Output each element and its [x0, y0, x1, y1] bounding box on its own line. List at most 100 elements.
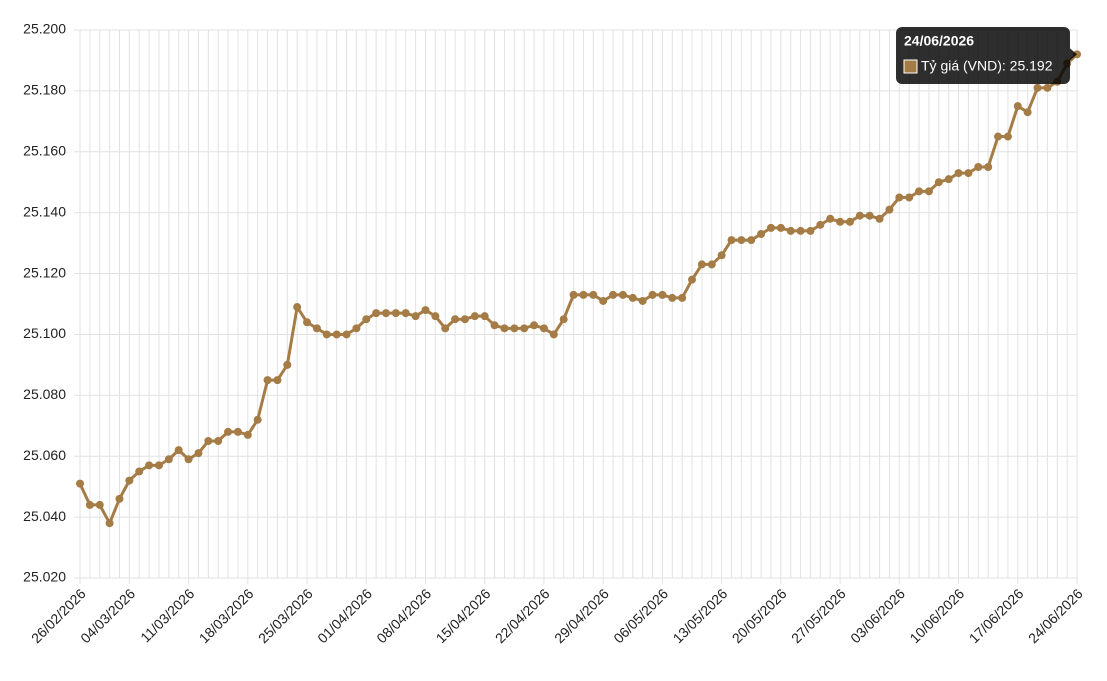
- data-point: [796, 226, 805, 235]
- data-point: [352, 324, 361, 333]
- data-point: [164, 455, 173, 464]
- data-point: [125, 476, 134, 485]
- data-point: [559, 315, 568, 324]
- data-point: [174, 446, 183, 455]
- data-point: [569, 290, 578, 299]
- data-point: [520, 324, 529, 333]
- data-point: [845, 217, 854, 226]
- data-point: [1023, 108, 1032, 117]
- x-tick-label: 17/06/2026: [966, 585, 1027, 646]
- x-tick-label: 25/03/2026: [255, 585, 316, 646]
- x-tick-label: 06/05/2026: [610, 585, 671, 646]
- data-point: [638, 296, 647, 305]
- data-point: [1033, 83, 1042, 92]
- data-point: [233, 427, 242, 436]
- data-point: [776, 223, 785, 232]
- data-point: [934, 178, 943, 187]
- data-point: [648, 290, 657, 299]
- data-point: [154, 461, 163, 470]
- data-point: [816, 220, 825, 229]
- data-point: [786, 226, 795, 235]
- data-point: [954, 169, 963, 178]
- data-point: [372, 309, 381, 318]
- y-tick-label: 25.020: [23, 569, 66, 585]
- data-point: [263, 376, 272, 385]
- tooltip-title: 24/06/2026: [904, 33, 974, 49]
- data-point: [806, 226, 815, 235]
- data-point: [599, 296, 608, 305]
- data-point: [421, 306, 430, 315]
- x-tick-label: 22/04/2026: [492, 585, 553, 646]
- data-point: [539, 324, 548, 333]
- data-point: [697, 260, 706, 269]
- y-tick-label: 25.180: [23, 82, 66, 98]
- data-point: [362, 315, 371, 324]
- data-point: [105, 519, 114, 528]
- series-line: [78, 53, 1079, 525]
- data-point: [382, 309, 391, 318]
- data-point: [490, 321, 499, 330]
- data-point: [312, 324, 321, 333]
- data-point: [905, 193, 914, 202]
- data-point: [668, 293, 677, 302]
- data-point: [510, 324, 519, 333]
- data-point: [214, 437, 223, 445]
- data-point: [994, 132, 1003, 141]
- data-point: [470, 312, 479, 321]
- data-point: [224, 427, 233, 436]
- data-point: [283, 360, 292, 369]
- data-point: [460, 315, 469, 324]
- data-point: [1013, 102, 1022, 111]
- data-point: [717, 251, 726, 260]
- x-tick-label: 29/04/2026: [551, 585, 612, 646]
- y-tick-label: 25.160: [23, 142, 66, 158]
- data-point: [253, 415, 262, 424]
- data-point: [865, 211, 874, 220]
- data-point: [915, 187, 924, 196]
- data-point: [194, 449, 203, 458]
- data-point: [1043, 83, 1052, 92]
- data-point: [85, 500, 94, 509]
- x-tick-label: 13/05/2026: [670, 585, 731, 646]
- data-point: [549, 330, 558, 339]
- data-point: [628, 293, 637, 302]
- data-point: [243, 430, 252, 439]
- tooltip: 24/06/2026 Tỷ giá (VND): 25.192: [896, 27, 1077, 84]
- data-point: [431, 312, 440, 321]
- y-tick-label: 25.140: [23, 203, 66, 219]
- x-tick-label: 08/04/2026: [373, 585, 434, 646]
- x-tick-label: 10/06/2026: [906, 585, 967, 646]
- data-point: [1003, 132, 1012, 141]
- data-point: [76, 479, 84, 488]
- tooltip-box: [896, 27, 1070, 84]
- data-point: [826, 214, 835, 223]
- data-point: [530, 321, 539, 330]
- tooltip-label: Tỷ giá (VND): 25.192: [921, 58, 1053, 74]
- y-tick-label: 25.080: [23, 386, 66, 402]
- data-point: [184, 455, 193, 464]
- x-tick-label: 03/06/2026: [847, 585, 908, 646]
- data-point: [401, 309, 410, 318]
- x-tick-label: 24/06/2026: [1025, 585, 1086, 646]
- data-point: [618, 290, 627, 299]
- x-tick-label: 15/04/2026: [433, 585, 494, 646]
- data-point: [658, 290, 667, 299]
- data-point: [747, 236, 756, 245]
- data-point: [875, 214, 884, 223]
- data-point: [609, 290, 618, 299]
- data-point: [974, 163, 983, 171]
- data-point: [441, 324, 450, 333]
- data-point: [204, 437, 213, 445]
- data-point: [451, 315, 460, 324]
- data-point: [707, 260, 716, 269]
- data-point: [273, 376, 282, 385]
- data-point: [984, 163, 993, 171]
- data-point: [115, 494, 124, 503]
- y-tick-label: 25.060: [23, 447, 66, 463]
- data-point: [135, 467, 144, 476]
- data-point: [885, 205, 894, 214]
- data-point: [895, 193, 904, 202]
- data-point: [964, 169, 973, 178]
- x-tick-label: 11/03/2026: [137, 585, 197, 645]
